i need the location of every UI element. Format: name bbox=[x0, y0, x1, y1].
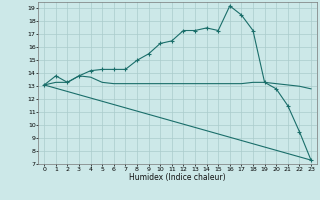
X-axis label: Humidex (Indice chaleur): Humidex (Indice chaleur) bbox=[129, 173, 226, 182]
